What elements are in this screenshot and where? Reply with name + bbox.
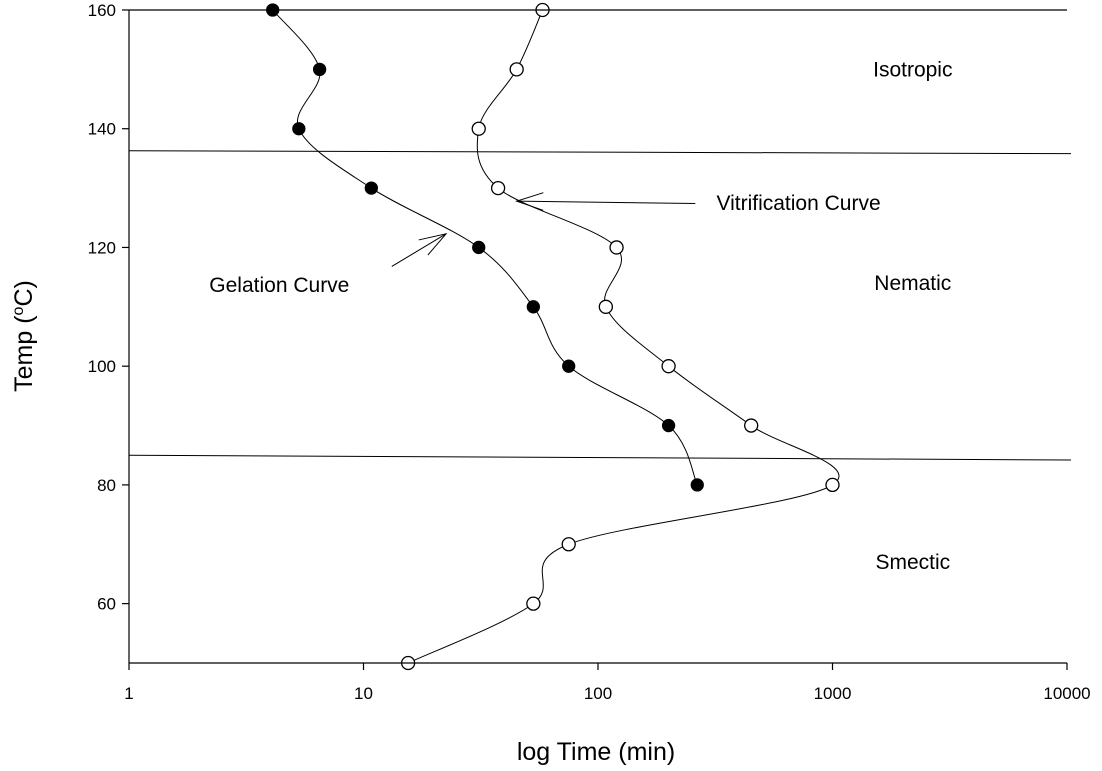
gelation-point bbox=[526, 300, 540, 314]
gelation-point bbox=[472, 240, 486, 255]
vitrification-point bbox=[526, 596, 541, 611]
x-tick-label: 100 bbox=[584, 684, 612, 703]
y-tick-label: 100 bbox=[88, 357, 116, 376]
vitrification-point bbox=[471, 121, 486, 136]
y-tick-label: 120 bbox=[88, 238, 116, 257]
annotation-label: Gelation Curve bbox=[209, 274, 349, 297]
y-axis-title: Temp (oC) bbox=[10, 280, 38, 392]
data-points bbox=[266, 2, 840, 671]
vitrification-point bbox=[825, 477, 840, 493]
y-tick-label: 160 bbox=[88, 1, 116, 20]
phase-boundary-line bbox=[128, 454, 1072, 461]
y-tick-label: 140 bbox=[88, 120, 116, 139]
y-axis-title-suffix: C) bbox=[10, 280, 38, 306]
vitrification-point bbox=[744, 418, 759, 433]
annotation-arrow-shaft bbox=[391, 233, 447, 267]
phase-boundary-line bbox=[128, 150, 1072, 155]
gelation-point bbox=[364, 181, 378, 195]
annotation-arrow-head bbox=[515, 192, 544, 211]
phase-boundaries bbox=[128, 150, 1072, 461]
annotation-arrow-shaft bbox=[516, 200, 696, 205]
vitrification-point bbox=[490, 180, 506, 196]
vitrification-point bbox=[561, 537, 576, 552]
y-tick-label: 80 bbox=[97, 476, 116, 495]
x-tick-label: 10000 bbox=[1043, 684, 1090, 703]
gelation-point bbox=[312, 62, 327, 77]
x-axis-title: log Time (min) bbox=[517, 738, 675, 766]
vitrification-point bbox=[509, 62, 524, 77]
curves bbox=[272, 9, 840, 664]
gelation-point bbox=[690, 478, 704, 492]
annotations: Isotropic Nematic Smectic Vitrification Cur… bbox=[209, 58, 952, 574]
region-label: Nematic bbox=[874, 272, 951, 295]
annotation-arrow-head bbox=[418, 232, 448, 256]
x-tick-label: 1000 bbox=[814, 684, 852, 703]
y-axis-title-sup: o bbox=[10, 306, 27, 315]
series-1-line bbox=[407, 9, 840, 664]
annotation-label: Vitrification Curve bbox=[716, 192, 880, 215]
region-label: Isotropic bbox=[873, 58, 952, 81]
gelation-point bbox=[562, 359, 576, 373]
vitrification-point bbox=[609, 240, 624, 255]
axes: 1 10 100 1000 10000 60 80 100 120 140 160 bbox=[88, 1, 1091, 703]
gelation-point bbox=[661, 418, 676, 433]
vitrification-point bbox=[661, 359, 676, 374]
x-tick-label: 1 bbox=[124, 684, 133, 703]
vitrification-point bbox=[598, 299, 613, 314]
y-tick-label: 60 bbox=[97, 595, 116, 614]
x-tick-label: 10 bbox=[354, 684, 373, 703]
region-label: Smectic bbox=[875, 551, 950, 574]
y-axis-title-prefix: Temp ( bbox=[10, 315, 38, 392]
gelation-point bbox=[292, 122, 306, 136]
